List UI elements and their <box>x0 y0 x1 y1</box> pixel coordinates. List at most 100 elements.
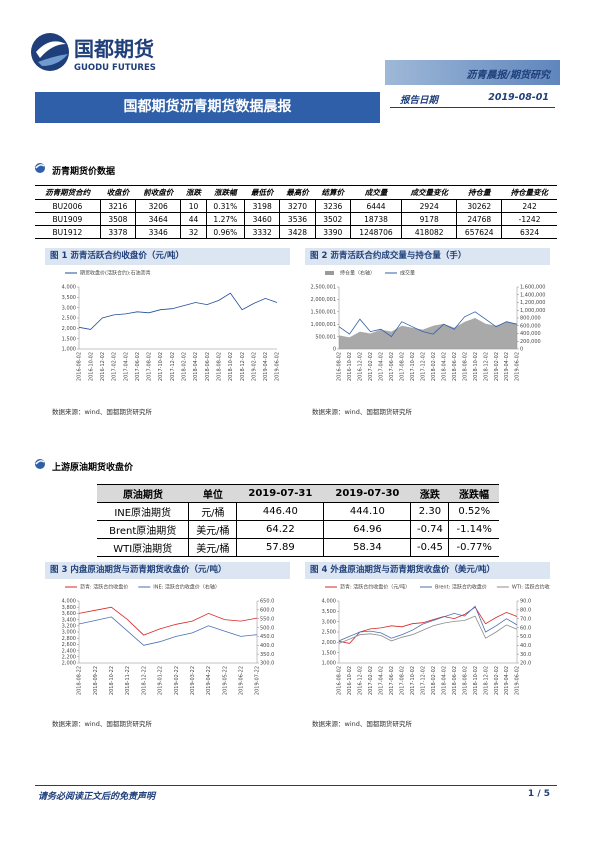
x-tick-label: 2017-04-02 <box>379 352 385 381</box>
line <box>338 605 518 642</box>
header-cell: 持仓量变化 <box>501 185 557 200</box>
cell: Brent原油期货 <box>97 520 189 539</box>
x-tick-label: 2017-08-02 <box>400 666 406 695</box>
cell: 2.30 <box>410 502 449 521</box>
cell: -1.14% <box>448 520 499 539</box>
date-label: 报告日期 <box>400 95 439 106</box>
x-tick-label: 2017-02-02 <box>112 352 118 381</box>
cell: 1.27% <box>205 212 245 226</box>
y2-tick-label: 650.0 <box>260 599 274 605</box>
y-tick-label: 3,600 <box>62 611 76 617</box>
report-date: 报告日期 2019-08-01 <box>390 92 555 108</box>
tag-bar: 沥青晨报/期货研究 <box>385 60 560 85</box>
cell: 657624 <box>456 225 502 239</box>
chart: 2,0002,2002,4002,6002,8003,0003,2003,400… <box>62 584 275 695</box>
row: WTI原油期货 美元/桶 57.89 58.34 -0.45 -0.77% <box>97 538 499 557</box>
chart-box: 图 3 内盘原油期货与沥青期货收盘价（元/吨） 2,000 2,200 2,400 2,… <box>45 562 290 711</box>
cell: BU1909 <box>35 212 101 226</box>
cell: 6444 <box>349 199 402 213</box>
disclaimer: 请务必阅读正文后的免责声明 <box>38 792 156 802</box>
x-tick-label: 2016-08-02 <box>77 352 83 381</box>
y2-tick-label: 200,000 <box>520 339 541 345</box>
cell: 0.96% <box>205 225 245 239</box>
x-tick-label: 2019-07-22 <box>255 666 261 695</box>
logo-swoosh <box>36 41 66 58</box>
x-tick-label: 2019-06-02 <box>275 352 281 381</box>
x-tick-label: 2018-02-02 <box>431 352 437 381</box>
x-tick-label: 2019-02-02 <box>494 352 500 381</box>
cell: 6324 <box>501 225 557 239</box>
cell: 446.40 <box>236 502 324 521</box>
x-tick-label: 2017-10-02 <box>158 352 164 381</box>
x-tick-label: 2018-04-02 <box>193 352 199 381</box>
cell: 24768 <box>456 212 502 226</box>
y-tick-label: 1,500,001 <box>311 310 336 316</box>
row: BU1912 3378 3346 32 0.96% 3332 3428 3390 1248706… <box>35 225 557 239</box>
x-tick-label: 2016-10-02 <box>88 352 94 381</box>
x-tick-label: 2017-04-02 <box>379 666 385 695</box>
legend-label: 成交量 <box>400 270 415 277</box>
cell: 444.10 <box>323 502 411 521</box>
legend-label: Brent: 活跃合约收盘价 <box>435 584 487 591</box>
cell: 3236 <box>314 199 351 213</box>
line <box>78 292 278 330</box>
y2-tick-label: 20.0 <box>520 661 531 667</box>
cell: 3536 <box>279 212 316 226</box>
y-tick-label: 2,500 <box>62 316 76 322</box>
x-tick-label: 2018-08-02 <box>462 666 468 695</box>
cell: 10 <box>180 199 207 213</box>
cell: 3428 <box>279 225 316 239</box>
x-tick-label: 2018-04-02 <box>441 352 447 381</box>
x-tick-label: 2016-12-02 <box>358 666 364 695</box>
cell: 1248706 <box>349 225 402 239</box>
header-cell: 结算价 <box>315 185 351 200</box>
chart-title: 图 1 沥青活跃合约收盘价（元/吨） <box>45 248 290 265</box>
tag: 沥青晨报/期货研究 <box>466 70 550 81</box>
row: Brent原油期货 美元/桶 64.22 64.96 -0.74 -1.14% <box>97 520 499 539</box>
cell: 美元/桶 <box>188 520 237 539</box>
x-tick-label: 2019-06-02 <box>515 666 521 695</box>
y-tick-label: 4,000 <box>62 285 76 291</box>
x-tick-label: 2019-06-02 <box>515 352 521 381</box>
x-tick-label: 2017-08-02 <box>400 352 406 381</box>
legend-label: 沥青: 活跃合约收盘价 <box>80 584 128 591</box>
row: BU2006 3216 3206 10 0.31% 3198 3270 3236 6444 292… <box>35 199 557 213</box>
y2-tick-label: 60.0 <box>520 625 531 631</box>
x-tick-label: 2018-08-22 <box>77 666 83 695</box>
x-tick-label: 2017-08-02 <box>147 352 153 381</box>
cell: 30262 <box>456 199 502 213</box>
cell: 9178 <box>401 212 457 226</box>
x-tick-label: 2017-12-02 <box>170 352 176 381</box>
section-icon <box>35 459 45 469</box>
x-tick-label: 2018-06-02 <box>452 352 458 381</box>
y-tick-label: 4,000 <box>62 599 76 605</box>
y2-tick-label: 70.0 <box>520 616 531 622</box>
y2-tick-label: 1,600,000 <box>520 285 545 291</box>
legend-swatch <box>325 271 334 275</box>
section-heading: 沥青期货价数据 <box>52 167 116 177</box>
source: 数据来源：wind、国都期货研究所 <box>52 720 152 728</box>
x-tick-label: 2017-06-02 <box>389 666 395 695</box>
cell: 3270 <box>279 199 316 213</box>
y-tick-label: 1,500 <box>62 336 76 342</box>
x-tick-label: 2018-12-02 <box>240 352 246 381</box>
cell: BU1912 <box>35 225 101 239</box>
cell: 18738 <box>349 212 402 226</box>
x-tick-label: 2019-02-22 <box>174 666 180 695</box>
header-cell: 涨跌幅 <box>448 484 499 503</box>
header-cell: 前收盘价 <box>135 185 181 200</box>
header-cell: 最高价 <box>279 185 316 200</box>
page-number: 1 / 5 <box>527 789 550 799</box>
legend-label: WTI: 活跃合约收盘价（右轴） <box>512 584 550 591</box>
y-tick-label: 1,000,001 <box>311 322 336 328</box>
y2-tick-label: 90.0 <box>520 599 531 605</box>
x-tick-label: 2018-02-02 <box>182 352 188 381</box>
x-tick-label: 2019-01-22 <box>158 666 164 695</box>
chart-box: 图 4 外盘原油期货与沥青期货收盘价（美元/吨） 1,000 1,500 2,000 2… <box>305 562 580 711</box>
header-cell: 2019-07-31 <box>236 484 324 503</box>
x-tick-label: 2016-10-02 <box>347 666 353 695</box>
y2-tick-label: 1,000,000 <box>520 308 545 314</box>
y2-tick-label: 40.0 <box>520 643 531 649</box>
x-tick-label: 2017-02-02 <box>368 666 374 695</box>
y2-tick-label: 400.0 <box>260 643 274 649</box>
